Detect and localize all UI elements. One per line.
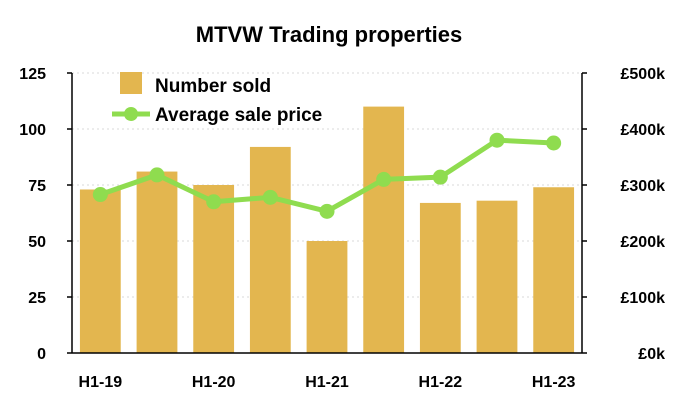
legend: Number sold Average sale price bbox=[112, 72, 322, 126]
x-tick-label: H1-19 bbox=[79, 374, 123, 391]
bar-h2-21 bbox=[363, 106, 405, 353]
bar-h1-22 bbox=[419, 202, 461, 353]
right-tick-label: £300k bbox=[621, 178, 666, 195]
price-point-h1-21 bbox=[319, 203, 335, 219]
price-point-h1-23 bbox=[546, 135, 562, 151]
right-axis-ticks: £0k £100k £200k £300k £400k £500k bbox=[582, 66, 665, 363]
price-point-h1-20 bbox=[206, 194, 222, 210]
bar-h2-19 bbox=[136, 171, 178, 353]
right-tick-label: £500k bbox=[621, 66, 666, 83]
legend-bar-swatch bbox=[120, 72, 142, 94]
x-tick-label: H1-21 bbox=[305, 374, 349, 391]
line-series bbox=[92, 132, 562, 219]
bar-h1-20 bbox=[193, 185, 235, 353]
price-point-h2-21 bbox=[376, 171, 392, 187]
price-point-h2-20 bbox=[262, 189, 278, 205]
x-axis-ticks: H1-19 H1-20 H1-21 H1-22 H1-23 bbox=[79, 374, 576, 391]
bar-h1-21 bbox=[306, 241, 348, 353]
legend-line-marker bbox=[124, 107, 138, 121]
bar-h2-20 bbox=[249, 146, 291, 353]
right-tick-label: £400k bbox=[621, 122, 666, 139]
x-tick-label: H1-23 bbox=[532, 374, 576, 391]
left-tick-label: 75 bbox=[28, 178, 46, 195]
bar-series bbox=[79, 106, 575, 353]
legend-label-average-sale-price: Average sale price bbox=[155, 105, 322, 126]
right-tick-label: £100k bbox=[621, 290, 666, 307]
bar-h1-19 bbox=[79, 189, 121, 353]
x-tick-label: H1-20 bbox=[192, 374, 236, 391]
legend-label-number-sold: Number sold bbox=[155, 76, 271, 97]
chart-title: MTVW Trading properties bbox=[196, 22, 462, 47]
axes bbox=[71, 73, 583, 354]
bar-h2-22 bbox=[476, 200, 518, 353]
left-tick-label: 0 bbox=[37, 346, 46, 363]
left-tick-label: 100 bbox=[19, 122, 46, 139]
price-point-h2-19 bbox=[149, 167, 165, 183]
left-tick-label: 25 bbox=[28, 290, 46, 307]
right-tick-label: £0k bbox=[638, 346, 665, 363]
left-tick-label: 125 bbox=[19, 66, 46, 83]
x-tick-label: H1-22 bbox=[419, 374, 463, 391]
price-point-h2-22 bbox=[489, 132, 505, 148]
left-tick-label: 50 bbox=[28, 234, 46, 251]
price-point-h1-22 bbox=[432, 169, 448, 185]
bar-h1-23 bbox=[533, 187, 575, 353]
price-point-h1-19 bbox=[92, 187, 108, 203]
left-axis-ticks: 0 25 50 75 100 125 bbox=[19, 66, 72, 363]
right-tick-label: £200k bbox=[621, 234, 666, 251]
